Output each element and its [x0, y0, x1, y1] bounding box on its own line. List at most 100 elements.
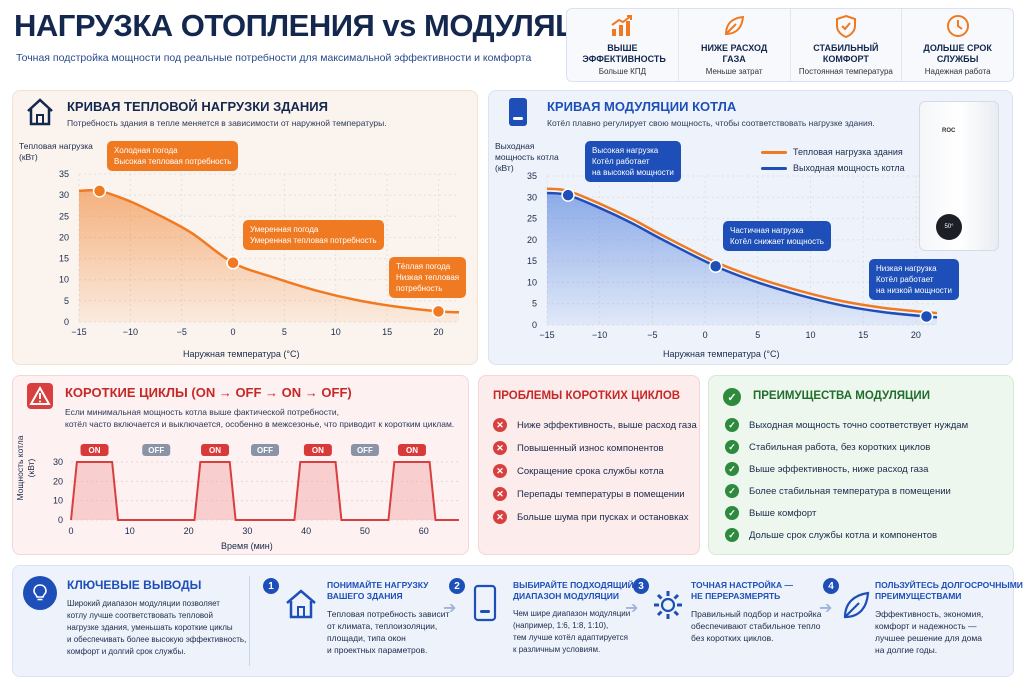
- problems-panel: ПРОБЛЕМЫ КОРОТКИХ ЦИКЛОВ ✕ Ниже эффективн…: [478, 375, 700, 555]
- benefit-sub: Постоянная температура: [798, 67, 893, 76]
- x-tick-label: 0: [68, 526, 73, 536]
- benefit-title: ВЫШЕ ЭФФЕКТИВНОСТЬ: [582, 43, 666, 64]
- check-circle-icon: ✓: [723, 388, 741, 406]
- check-icon: ✓: [725, 528, 739, 542]
- series-line: [546, 187, 938, 315]
- state-label: OFF: [257, 446, 273, 455]
- check-icon: ✓: [725, 440, 739, 454]
- list-item: ✓ Выше эффективность, ниже расход газа: [725, 462, 968, 476]
- advantages-list: ✓ Выходная мощность точно соответствует н…: [725, 418, 968, 550]
- x-tick-label: 40: [301, 526, 311, 536]
- x-tick-label: −15: [71, 327, 86, 337]
- y-tick-label: 10: [53, 496, 63, 506]
- benefit-title: НИЖЕ РАСХОД ГАЗА: [700, 43, 768, 64]
- lightbulb-icon: [23, 576, 57, 610]
- step-number: 4: [823, 578, 839, 594]
- load-curve-chart: 0 5 10 15 20 25 30 35 −15 −10 −5 0 5 10 15 20: [59, 169, 460, 337]
- x-tick-label: 10: [125, 526, 135, 536]
- clock-icon: [946, 15, 969, 37]
- conclusions-panel: КЛЮЧЕВЫЕ ВЫВОДЫ Широкий диапазон модуляц…: [12, 565, 1023, 677]
- x-tick-label: 0: [231, 327, 236, 337]
- x-icon: ✕: [493, 464, 507, 478]
- house-icon: [27, 98, 53, 126]
- x-tick-label: −10: [123, 327, 138, 337]
- boiler-image: ROC 50°: [919, 101, 999, 251]
- series-line: [78, 188, 460, 314]
- y-tick-label: 25: [527, 214, 537, 224]
- off-badge: [350, 444, 379, 456]
- data-point: [431, 304, 446, 319]
- step-number: 3: [633, 578, 649, 594]
- callout-cold: Холодная погода Высокая тепловая потребно…: [107, 141, 239, 171]
- area-fill: [547, 193, 937, 325]
- benefit-lifetime: ДОЛЬШЕ СРОК СЛУЖБЫ Надежная работа: [902, 9, 1013, 81]
- y-tick-label: 5: [64, 296, 69, 306]
- area-fill: [71, 462, 459, 520]
- problems-list: ✕ Ниже эффективность, выше расход газа ✕ П…: [493, 418, 697, 533]
- y-tick-label: 15: [59, 254, 69, 264]
- y-tick-label: 10: [59, 275, 69, 285]
- x-icon: ✕: [493, 441, 507, 455]
- legend-item-load: Тепловая нагрузка здания: [761, 147, 905, 157]
- x-axis-label: Наружная температура (°C): [183, 349, 300, 359]
- advantages-panel: ✓ ПРЕИМУЩЕСТВА МОДУЛЯЦИИ ✓ Выходная мощно…: [708, 375, 1014, 555]
- x-tick-label: 15: [858, 330, 868, 340]
- state-label: OFF: [148, 446, 164, 455]
- check-icon: ✓: [725, 484, 739, 498]
- leaf-icon: [725, 15, 745, 36]
- check-icon: ✓: [725, 418, 739, 432]
- page-title: НАГРУЗКА ОТОПЛЕНИЯ vs МОДУЛЯЦИЯ: [14, 8, 621, 43]
- advantages-title: ПРЕИМУЩЕСТВА МОДУЛЯЦИИ: [753, 390, 930, 402]
- problems-title: ПРОБЛЕМЫ КОРОТКИХ ЦИКЛОВ: [493, 390, 681, 402]
- benefit-sub: Меньше затрат: [705, 67, 763, 76]
- warning-icon: [27, 383, 53, 409]
- list-item: ✓ Более стабильная температура в помещени…: [725, 484, 968, 498]
- arrow-right-icon: ➔: [625, 600, 639, 617]
- y-tick-label: 35: [527, 171, 537, 181]
- step-text: Эффективность, экономия, комфорт и надежн…: [875, 609, 984, 655]
- list-item: ✕ Повышенный износ компонентов: [493, 441, 697, 455]
- chart-legend: Тепловая нагрузка здания Выходная мощнос…: [761, 147, 905, 179]
- modulation-panel: КРИВАЯ МОДУЛЯЦИИ КОТЛА Котёл плавно регу…: [488, 90, 1013, 365]
- x-icon: ✕: [493, 487, 507, 501]
- y-axis-label: Выходная мощность котла (кВт): [495, 141, 559, 173]
- y-tick-label: 20: [53, 476, 63, 486]
- on-badge: [201, 444, 230, 456]
- boiler-display: 50°: [936, 214, 962, 240]
- x-tick-label: 15: [382, 327, 392, 337]
- boiler-icon: [509, 98, 527, 126]
- list-item: ✕ Сокращение срока службы котла: [493, 464, 697, 478]
- benefits-bar: ВЫШЕ ЭФФЕКТИВНОСТЬ Больше КПД НИЖЕ РАСХО…: [566, 8, 1014, 82]
- x-tick-label: −10: [592, 330, 607, 340]
- x-axis-label: Время (мин): [221, 541, 273, 551]
- benefit-sub: Надежная работа: [924, 67, 991, 76]
- page-subtitle: Точная подстройка мощности под реальные …: [16, 52, 532, 64]
- off-badge: [142, 444, 171, 456]
- boiler-icon: [473, 584, 497, 622]
- state-label: ON: [312, 446, 324, 455]
- series-line: [546, 191, 938, 319]
- callout-partial-load: Частичная нагрузка Котёл снижает мощность: [723, 221, 831, 251]
- data-point: [919, 309, 934, 324]
- y-tick-label: 0: [532, 320, 537, 330]
- load-curve-desc: Потребность здания в тепле меняется в за…: [67, 118, 387, 128]
- short-cycles-desc: котёл часто включается и выключается, ос…: [65, 419, 455, 429]
- legend-item-output: Выходная мощность котла: [761, 163, 905, 173]
- x-tick-label: −15: [539, 330, 554, 340]
- x-tick-label: 60: [419, 526, 429, 536]
- conclusions-text: Широкий диапазон модуляции позволяет котл…: [67, 599, 247, 656]
- shield-check-icon: [835, 14, 856, 39]
- state-label: OFF: [357, 446, 373, 455]
- y-tick-label: 0: [58, 515, 63, 525]
- callout-warm: Тёплая погода Низкая тепловая потребность: [389, 257, 467, 298]
- load-curve-title: КРИВАЯ ТЕПЛОВОЙ НАГРУЗКИ ЗДАНИЯ: [67, 99, 328, 114]
- load-curve-panel: КРИВАЯ ТЕПЛОВОЙ НАГРУЗКИ ЗДАНИЯ Потребно…: [12, 90, 478, 365]
- x-tick-label: 20: [911, 330, 921, 340]
- benefit-sub: Больше КПД: [598, 67, 647, 76]
- list-item: ✓ Дольше срок службы котла и компонентов: [725, 528, 968, 542]
- x-tick-label: 0: [703, 330, 708, 340]
- gear-icon: [654, 591, 682, 619]
- step-title: ПОЛЬЗУЙТЕСЬ ДОЛГОСРОЧНЫМИ ПРЕИМУЩЕСТВАМИ: [875, 580, 1023, 601]
- x-tick-label: 30: [242, 526, 252, 536]
- conclusions-title: КЛЮЧЕВЫЕ ВЫВОДЫ: [67, 578, 202, 592]
